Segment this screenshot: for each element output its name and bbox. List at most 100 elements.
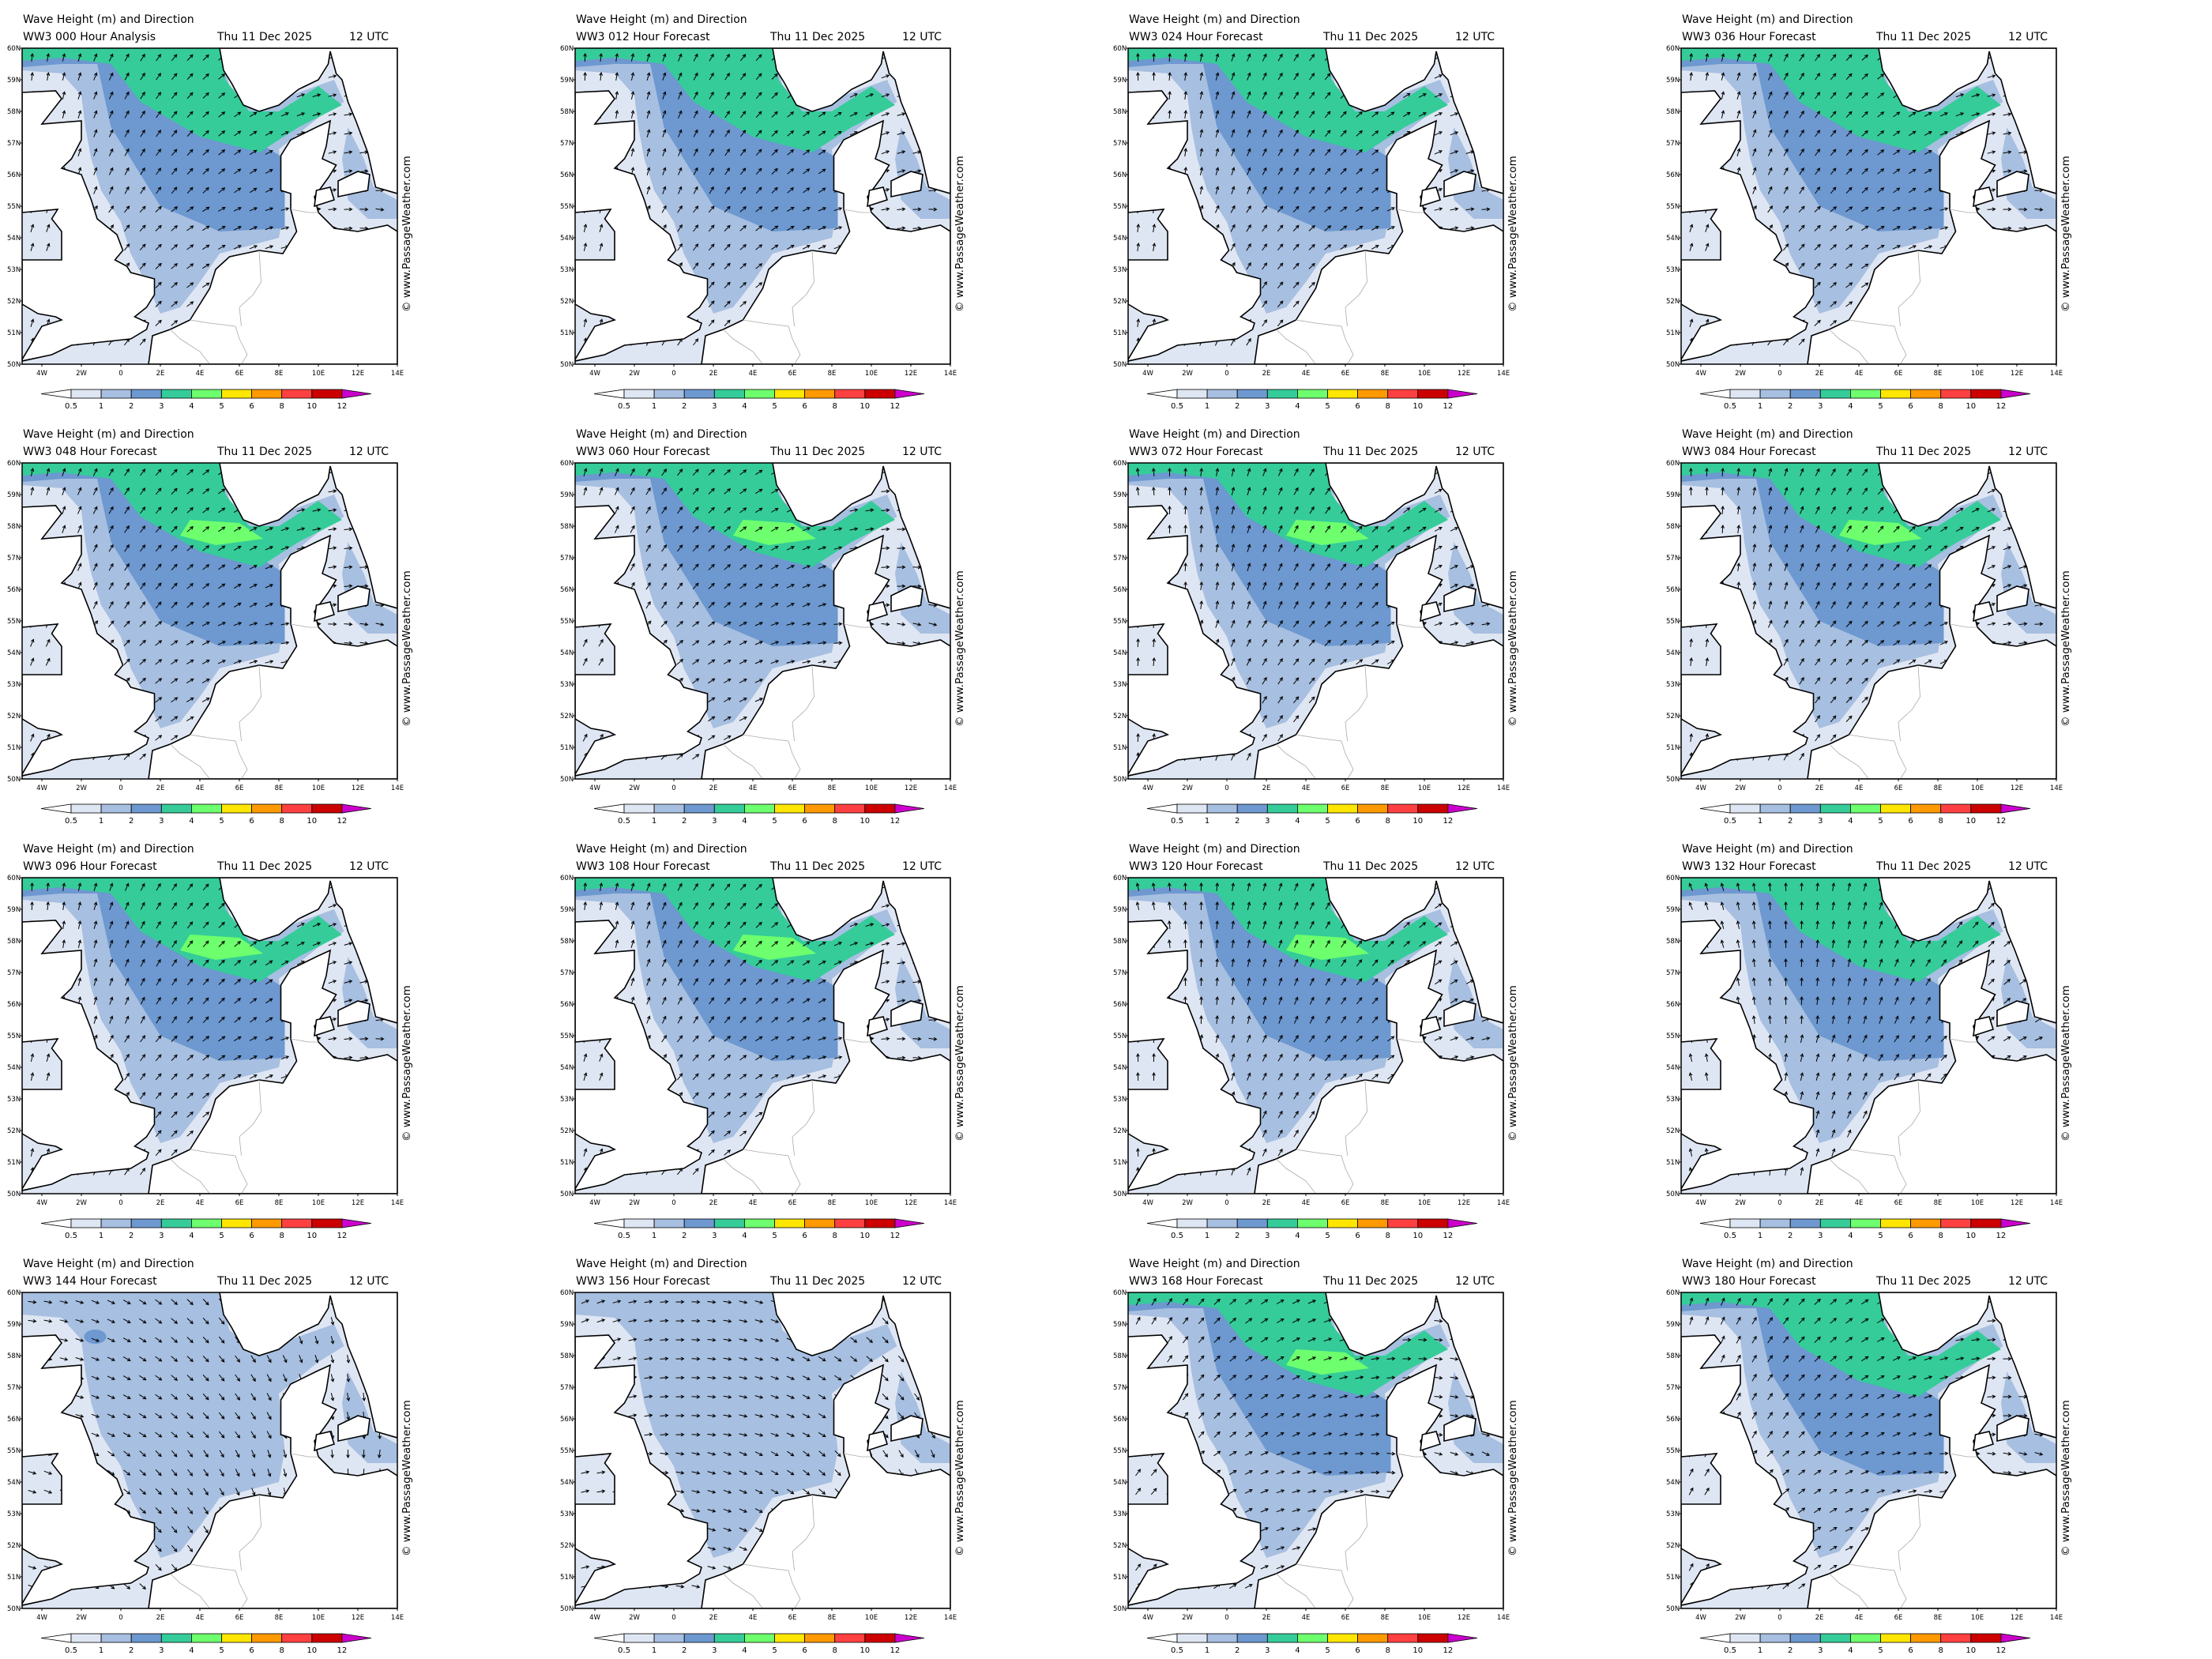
colorbar-label: 4 (189, 1232, 194, 1240)
funen-land (1420, 186, 1442, 208)
colorbar-label: 12 (1996, 817, 2007, 826)
wave-direction-arrow (897, 622, 906, 626)
wave-direction-arrow (1277, 205, 1284, 213)
wave-direction-arrow (2034, 622, 2044, 626)
wave-direction-arrow (1246, 205, 1251, 213)
wave-direction-arrow (171, 525, 178, 532)
wave-direction-arrow (140, 487, 146, 495)
wave-direction-arrow (171, 1149, 178, 1156)
lat-tick-label: 54N (7, 649, 21, 657)
wave-direction-arrow (803, 979, 811, 985)
wave-direction-arrow (677, 224, 683, 232)
wave-direction-arrow (108, 148, 114, 156)
wave-direction-arrow (1783, 243, 1789, 251)
colorbar-label: 6 (802, 402, 807, 411)
wave-direction-arrow (1231, 1053, 1236, 1062)
wave-direction-arrow (709, 110, 714, 118)
wave-direction-arrow (1231, 91, 1236, 100)
wave-direction-arrow (1215, 581, 1220, 590)
wave-direction-arrow (1168, 486, 1172, 495)
colorbar-label: 12 (337, 1232, 348, 1240)
wave-direction-arrow (787, 960, 795, 966)
colorbar-label: 4 (742, 402, 747, 411)
wave-direction-arrow (1434, 622, 1443, 626)
lon-tick-label: 10E (865, 1199, 878, 1207)
wave-direction-arrow (202, 488, 210, 495)
wave-direction-arrow (1262, 262, 1268, 270)
wave-direction-arrow (140, 110, 145, 118)
colorbar-label: 6 (1355, 1232, 1360, 1240)
colorbar-label: 0.5 (1724, 817, 1736, 826)
wave-direction-arrow (739, 526, 747, 532)
wave-direction-arrow (1325, 544, 1331, 552)
wave-direction-arrow (818, 245, 827, 250)
wave-direction-arrow (233, 245, 242, 250)
wave-direction-arrow (1689, 732, 1694, 743)
wave-direction-arrow (1815, 581, 1820, 590)
lat-tick-label: 51N (1666, 744, 1680, 752)
wave-direction-arrow (1862, 525, 1868, 533)
wave-direction-arrow (739, 583, 747, 589)
lon-tick-label: 8E (275, 784, 284, 792)
wave-direction-arrow (1277, 243, 1284, 251)
wave-direction-arrow (802, 245, 811, 250)
colorbar-label: 0.5 (1171, 1232, 1183, 1240)
wave-direction-arrow (661, 506, 668, 514)
colorbar-label: 6 (249, 402, 254, 411)
wave-band-1-2 (1448, 542, 1503, 634)
wave-direction-arrow (1292, 243, 1300, 250)
wave-direction-arrow (233, 641, 243, 645)
wave-direction-arrow (234, 941, 242, 947)
wave-direction-arrow (1815, 639, 1821, 647)
wave-direction-arrow (156, 54, 162, 62)
lon-tick-label: 10E (1418, 1199, 1431, 1207)
wave-direction-arrow (1736, 562, 1741, 572)
wave-direction-arrow (1215, 167, 1220, 175)
lon-tick-label: 2E (1262, 370, 1271, 378)
colorbar-swatch (130, 803, 162, 814)
wave-direction-arrow (754, 660, 764, 664)
wave-direction-arrow (1199, 467, 1204, 477)
wave-direction-arrow (786, 641, 796, 645)
wave-direction-arrow (1231, 487, 1236, 496)
lon-tick-label: 2W (1182, 784, 1193, 792)
wave-direction-arrow (1845, 715, 1853, 722)
country-border (1829, 743, 1869, 779)
wave-direction-arrow (92, 581, 98, 590)
wave-direction-arrow (1955, 93, 1965, 98)
wave-direction-arrow (218, 602, 226, 608)
wave-direction-arrow (818, 641, 827, 645)
wave-direction-arrow (723, 640, 732, 645)
colorbar-swatch (1176, 1218, 1208, 1228)
funen-land (867, 1016, 889, 1037)
wave-direction-arrow (107, 620, 115, 628)
wave-direction-arrow (724, 1036, 732, 1042)
wave-direction-arrow (1371, 1036, 1379, 1042)
wave-direction-arrow (250, 960, 258, 966)
wave-direction-arrow (249, 1055, 258, 1060)
wave-direction-arrow (709, 978, 715, 986)
wave-direction-arrow (1783, 167, 1789, 175)
wave-direction-arrow (1215, 901, 1219, 911)
wave-direction-arrow (265, 565, 274, 570)
wave-direction-arrow (1371, 1074, 1379, 1080)
colorbar-under-arrow (1146, 1218, 1178, 1228)
lat-tick-label: 52N (1666, 713, 1680, 720)
chart-title: Wave Height (m) and Direction (576, 13, 747, 26)
wave-direction-arrow (1324, 73, 1331, 81)
wave-direction-arrow (1386, 621, 1395, 626)
colorbar-swatch (743, 389, 775, 399)
wave-direction-arrow (1798, 243, 1805, 251)
wave-direction-arrow (928, 623, 938, 626)
wave-direction-arrow (724, 186, 730, 194)
wave-direction-arrow (1371, 207, 1379, 212)
colorbar-swatch (1357, 1218, 1389, 1228)
wave-direction-arrow (46, 882, 51, 892)
wave-direction-arrow (202, 111, 209, 118)
wave-direction-arrow (803, 960, 811, 966)
wave-direction-arrow (344, 1036, 353, 1041)
wave-direction-arrow (1371, 563, 1379, 570)
wave-direction-arrow (739, 545, 747, 551)
wave-direction-arrow (265, 998, 273, 1004)
